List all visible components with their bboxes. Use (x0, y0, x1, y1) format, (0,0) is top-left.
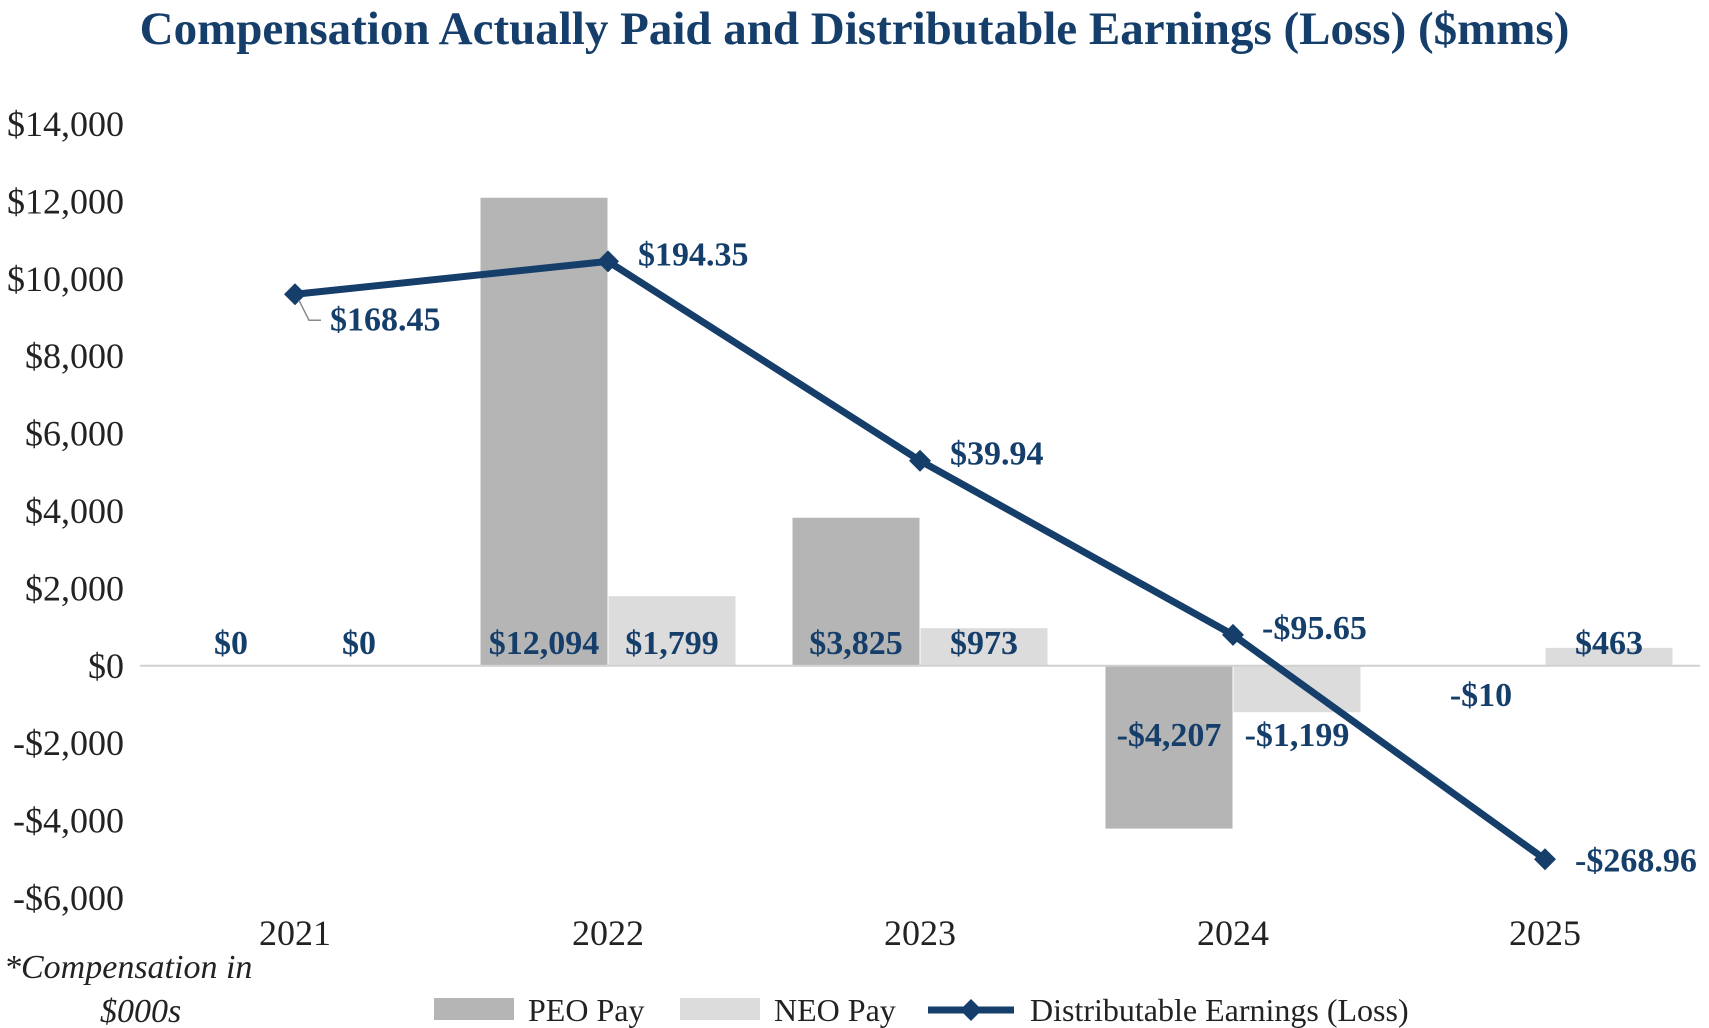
neo-bar-2025 (1545, 647, 1673, 666)
earnings-line (284, 250, 1556, 871)
label-leader-line (298, 299, 321, 322)
footnote-line-1: *Compensation in (4, 949, 252, 986)
y-tick-label: $6,000 (25, 414, 124, 454)
earnings-marker-2025 (1534, 848, 1556, 871)
x-tick-label: 2025 (1509, 913, 1581, 953)
data-labels: $0 $12,094 $3,825 -$4,207 -$10 $0 $1,799 $973 -$… (214, 236, 1697, 879)
neo-bar-2022 (608, 596, 736, 666)
earnings-label-2023: $39.94 (950, 436, 1044, 473)
y-tick-label: $0 (88, 646, 124, 686)
y-tick-label: $8,000 (25, 336, 124, 376)
y-tick-label: $4,000 (25, 491, 124, 531)
legend-marker-earnings (960, 999, 982, 1021)
x-tick-label: 2022 (572, 913, 644, 953)
neo-label-2021: $0 (342, 625, 376, 662)
peo-label-2023: $3,825 (809, 625, 903, 662)
y-axis: $14,000 $12,000 $10,000 $8,000 $6,000 $4,000 $… (7, 104, 124, 918)
footnote: *Compensation in $000s (4, 949, 252, 1028)
legend-label-peo: PEO Pay (528, 992, 644, 1028)
bars (480, 197, 1673, 829)
neo-bar-2024 (1233, 665, 1361, 713)
legend-label-earnings: Distributable Earnings (Loss) (1030, 992, 1409, 1028)
footnote-line-2: $000s (100, 993, 181, 1028)
y-tick-label: $14,000 (7, 104, 124, 144)
x-axis: 2021 2022 2023 2024 2025 (259, 913, 1581, 953)
x-tick-label: 2024 (1197, 913, 1269, 953)
y-tick-label: $10,000 (7, 259, 124, 299)
earnings-marker-2021 (284, 283, 306, 306)
y-tick-label: $2,000 (25, 568, 124, 608)
legend-swatch-peo (434, 998, 514, 1020)
peo-bar-2023 (792, 517, 920, 666)
neo-label-2023: $973 (950, 625, 1018, 662)
peo-bar-2024 (1105, 665, 1233, 829)
earnings-label-2022: $194.35 (638, 236, 749, 273)
chart-title: Compensation Actually Paid and Distribut… (139, 3, 1570, 55)
earnings-marker-2024 (1222, 623, 1244, 646)
peo-label-2025: -$10 (1450, 677, 1512, 714)
y-tick-label: -$4,000 (13, 801, 124, 841)
earnings-label-2025: -$268.96 (1575, 842, 1697, 879)
x-tick-label: 2023 (884, 913, 956, 953)
y-tick-label: $12,000 (7, 181, 124, 221)
neo-label-2024: -$1,199 (1245, 717, 1350, 754)
y-tick-label: -$6,000 (13, 878, 124, 918)
earnings-marker-2022 (597, 250, 619, 273)
x-tick-label: 2021 (259, 913, 331, 953)
peo-label-2022: $12,094 (489, 625, 600, 662)
neo-label-2022: $1,799 (625, 625, 719, 662)
peo-label-2024: -$4,207 (1117, 717, 1222, 754)
peo-label-2021: $0 (214, 625, 248, 662)
legend-swatch-neo (680, 998, 760, 1020)
legend-label-neo: NEO Pay (774, 992, 896, 1028)
legend: PEO Pay NEO Pay Distributable Earnings (Lo… (434, 992, 1409, 1028)
earnings-label-2024: -$95.65 (1262, 610, 1367, 647)
earnings-label-2021: $168.45 (330, 301, 441, 338)
neo-label-2025: $463 (1575, 625, 1643, 662)
neo-bar-2023 (920, 628, 1048, 666)
earnings-marker-2023 (909, 449, 931, 472)
y-tick-label: -$2,000 (13, 723, 124, 763)
